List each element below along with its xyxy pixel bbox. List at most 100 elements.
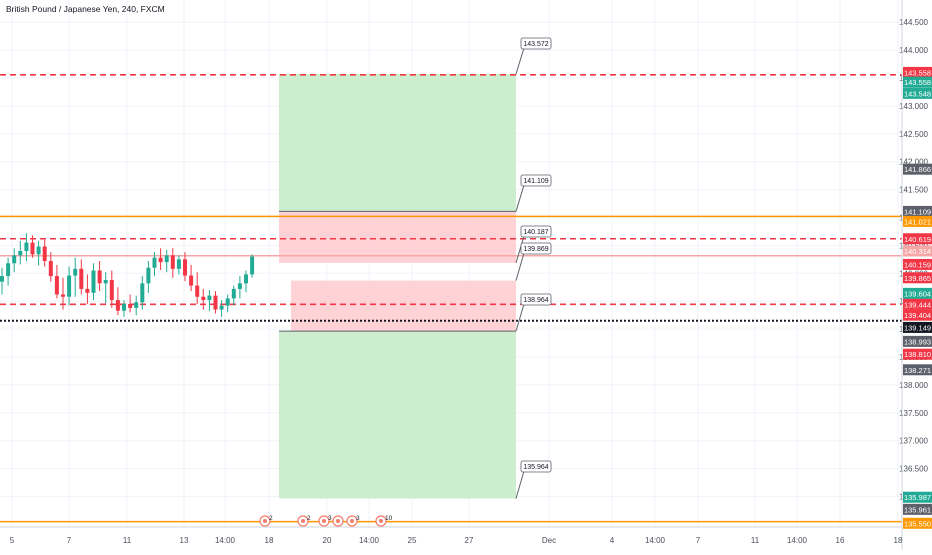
candle-body[interactable] bbox=[146, 267, 151, 284]
candle-body[interactable] bbox=[85, 288, 90, 293]
long-position-target-zone[interactable] bbox=[279, 331, 516, 499]
candle-body[interactable] bbox=[201, 296, 206, 301]
candle-body[interactable] bbox=[103, 279, 108, 284]
event-marker[interactable]: 10 bbox=[375, 515, 393, 527]
candle-body[interactable] bbox=[195, 285, 200, 297]
position-label[interactable]: 138.964 bbox=[515, 293, 552, 332]
candle-body[interactable] bbox=[91, 270, 96, 293]
candle-body[interactable] bbox=[183, 259, 187, 276]
candle-body[interactable] bbox=[42, 246, 47, 262]
candle-body[interactable] bbox=[244, 274, 248, 284]
price-tag-text: 139.865 bbox=[904, 274, 931, 283]
candle-body[interactable] bbox=[18, 250, 23, 256]
short-position-stop-zone[interactable] bbox=[279, 211, 516, 263]
x-tick-label: 11 bbox=[123, 536, 132, 545]
price-tag-box bbox=[903, 309, 932, 321]
candle-body[interactable] bbox=[140, 283, 145, 303]
position-label-pointer bbox=[515, 303, 525, 332]
candle-body[interactable] bbox=[219, 305, 224, 310]
position-label-pointer bbox=[515, 184, 525, 212]
candle-body[interactable] bbox=[207, 295, 212, 301]
price-tag-text: 140.159 bbox=[904, 260, 931, 269]
time-axis: 5 7 11 13 14:00 18 20 14:00 25 27 Dec 4 14:00 7 11 14:0… bbox=[0, 526, 903, 545]
y-tick-label: 143.000 bbox=[899, 102, 928, 111]
long-position-stop-zone[interactable] bbox=[291, 280, 516, 332]
event-marker[interactable]: 3 bbox=[346, 515, 360, 527]
event-marker[interactable] bbox=[332, 515, 344, 527]
candle-body[interactable] bbox=[170, 255, 175, 269]
candle-body[interactable] bbox=[122, 303, 126, 311]
price-tag: 143.558 bbox=[903, 66, 932, 78]
candle-body[interactable] bbox=[67, 275, 72, 297]
position-label[interactable]: 141.109 bbox=[515, 174, 552, 212]
candle-body[interactable] bbox=[12, 255, 17, 264]
position-label[interactable]: 139.869 bbox=[515, 242, 552, 281]
x-tick-label: 11 bbox=[751, 536, 760, 545]
price-tag: 138.810 bbox=[903, 348, 932, 360]
candle-body[interactable] bbox=[134, 302, 139, 308]
position-label-pointer bbox=[515, 47, 525, 75]
candle-body[interactable] bbox=[97, 270, 102, 284]
candle-body[interactable] bbox=[213, 295, 218, 310]
event-marker[interactable]: 3 bbox=[318, 515, 332, 527]
candle-body[interactable] bbox=[250, 256, 255, 275]
x-tick-label: 14:00 bbox=[215, 536, 236, 545]
candle-body[interactable] bbox=[115, 300, 120, 311]
candle-body[interactable] bbox=[48, 261, 53, 277]
candle-body[interactable] bbox=[61, 294, 65, 297]
price-tag-text: 139.604 bbox=[904, 289, 931, 298]
price-tag-box bbox=[903, 66, 932, 78]
x-tick-label: 16 bbox=[836, 536, 845, 545]
price-tag: 143.548 bbox=[903, 87, 932, 99]
price-tag: 141.109 bbox=[903, 205, 932, 217]
event-marker-dot bbox=[336, 519, 340, 523]
candle-body[interactable] bbox=[164, 255, 169, 263]
position-label[interactable]: 135.964 bbox=[515, 460, 552, 499]
candle-body[interactable] bbox=[128, 303, 133, 308]
position-label-text: 141.109 bbox=[523, 178, 548, 185]
price-tag: 139.604 bbox=[903, 287, 932, 299]
event-marker[interactable]: 2 bbox=[297, 515, 311, 527]
y-tick-label: 144.000 bbox=[899, 46, 928, 55]
x-tick-label: 5 bbox=[10, 536, 15, 545]
candle-body[interactable] bbox=[79, 268, 84, 289]
price-tag: 140.159 bbox=[903, 258, 932, 270]
event-marker-dot bbox=[350, 519, 354, 523]
x-tick-label: Dec bbox=[542, 536, 556, 545]
position-label[interactable]: 140.187 bbox=[515, 225, 552, 264]
x-tick-label: 14:00 bbox=[359, 536, 380, 545]
candle-body[interactable] bbox=[152, 257, 157, 268]
candle-body[interactable] bbox=[0, 276, 4, 282]
candles bbox=[0, 233, 255, 317]
candle-body[interactable] bbox=[36, 246, 41, 255]
candle-body[interactable] bbox=[73, 268, 78, 276]
price-tag-text: 141.109 bbox=[904, 207, 931, 216]
price-tag-text: 135.987 bbox=[904, 493, 931, 502]
event-marker[interactable]: 2 bbox=[259, 515, 273, 527]
price-tag: 139.865 bbox=[903, 272, 932, 284]
price-tag-box bbox=[903, 348, 932, 360]
position-label-pointer bbox=[515, 252, 525, 281]
candle-body[interactable] bbox=[24, 242, 29, 251]
candle-body[interactable] bbox=[189, 275, 194, 286]
candle-body[interactable] bbox=[176, 259, 181, 269]
short-position-target-zone[interactable] bbox=[279, 73, 516, 212]
candle-body[interactable] bbox=[54, 276, 59, 295]
candle-body[interactable] bbox=[6, 263, 11, 277]
event-marker-dot bbox=[301, 519, 305, 523]
price-tag: 141.021 bbox=[903, 215, 932, 227]
position-label-box bbox=[520, 293, 552, 306]
candle-body[interactable] bbox=[30, 242, 35, 255]
price-tag-text: 143.548 bbox=[904, 89, 931, 98]
position-label-pointer bbox=[515, 470, 525, 499]
candle-body[interactable] bbox=[237, 283, 242, 289]
candle-body[interactable] bbox=[225, 298, 230, 306]
position-label[interactable]: 143.572 bbox=[515, 37, 552, 75]
candle-body[interactable] bbox=[231, 288, 236, 299]
candle-body[interactable] bbox=[109, 279, 114, 301]
price-tag-box bbox=[903, 163, 932, 175]
candle-body[interactable] bbox=[158, 257, 163, 263]
price-tag-box bbox=[903, 503, 932, 515]
